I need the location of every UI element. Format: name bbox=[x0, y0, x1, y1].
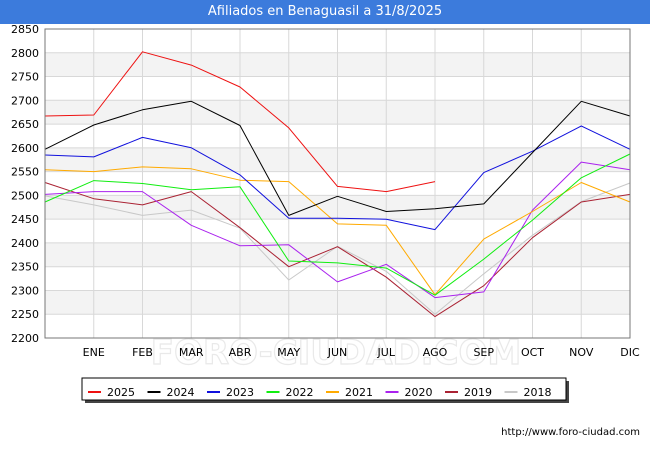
x-tick-label: NOV bbox=[569, 346, 594, 359]
y-tick-label: 2750 bbox=[11, 71, 39, 84]
y-tick-label: 2650 bbox=[11, 118, 39, 131]
chart-title: Afiliados en Benaguasil a 31/8/2025 bbox=[0, 0, 650, 24]
plot-area-border bbox=[44, 28, 631, 339]
y-tick-label: 2200 bbox=[11, 332, 39, 345]
legend-box bbox=[81, 377, 567, 401]
y-tick-label: 2600 bbox=[11, 142, 39, 155]
footer-url: http://www.foro-ciudad.com bbox=[501, 427, 640, 438]
x-tick-label: ABR bbox=[229, 346, 252, 359]
y-tick-label: 2700 bbox=[11, 94, 39, 107]
x-tick-label: JUN bbox=[327, 346, 348, 359]
line-chart: FORO-CIUDAD.COM 2200 2250 2300 2350 2400 2450… bbox=[11, 24, 640, 403]
legend-label-2021: 2021 bbox=[345, 386, 373, 399]
series-line-2020 bbox=[44, 161, 631, 299]
x-tick-label: FEB bbox=[132, 346, 153, 359]
y-axis-tick-labels: 2200 2250 2300 2350 2400 2450 2500 2550 2600 2650… bbox=[11, 24, 39, 345]
series-line-2019 bbox=[44, 182, 631, 318]
legend-label-2020: 2020 bbox=[405, 386, 433, 399]
x-tick-label: ENE bbox=[83, 346, 105, 359]
series-line-2023 bbox=[44, 125, 631, 231]
series-line-2025 bbox=[44, 51, 436, 193]
legend-label-2023: 2023 bbox=[226, 386, 254, 399]
series-lines bbox=[44, 51, 631, 318]
x-tick-label: JUL bbox=[377, 346, 396, 359]
legend-label-2025: 2025 bbox=[107, 386, 135, 399]
y-tick-label: 2250 bbox=[11, 308, 39, 321]
y-tick-label: 2850 bbox=[11, 24, 39, 36]
legend-label-2024: 2024 bbox=[167, 386, 195, 399]
y-tick-label: 2550 bbox=[11, 166, 39, 179]
x-tick-label: SEP bbox=[473, 346, 494, 359]
x-tick-label: MAR bbox=[179, 346, 204, 359]
watermark: FORO-CIUDAD.COM bbox=[151, 333, 522, 373]
y-tick-label: 2350 bbox=[11, 261, 39, 274]
x-tick-label: AGO bbox=[423, 346, 448, 359]
legend-label-2018: 2018 bbox=[524, 386, 552, 399]
series-line-2022 bbox=[44, 153, 631, 296]
y-tick-label: 2500 bbox=[11, 189, 39, 202]
x-tick-label: MAY bbox=[277, 346, 300, 359]
legend-label-2022: 2022 bbox=[286, 386, 314, 399]
x-axis-tick-labels: ENE FEB MAR ABR MAY JUN JUL AGO SEP OCT NOV DIC bbox=[83, 346, 640, 359]
y-tick-label: 2300 bbox=[11, 284, 39, 297]
legend: 2025 2024 2023 2022 2021 2020 2019 2018 bbox=[81, 377, 569, 403]
y-tick-label: 2800 bbox=[11, 47, 39, 60]
x-tick-label: DIC bbox=[620, 346, 640, 359]
legend-label-2019: 2019 bbox=[464, 386, 492, 399]
series-line-2024 bbox=[44, 100, 631, 216]
x-tick-label: OCT bbox=[521, 346, 544, 359]
series-line-2021 bbox=[44, 166, 631, 296]
y-tick-label: 2450 bbox=[11, 213, 39, 226]
y-tick-label: 2400 bbox=[11, 237, 39, 250]
